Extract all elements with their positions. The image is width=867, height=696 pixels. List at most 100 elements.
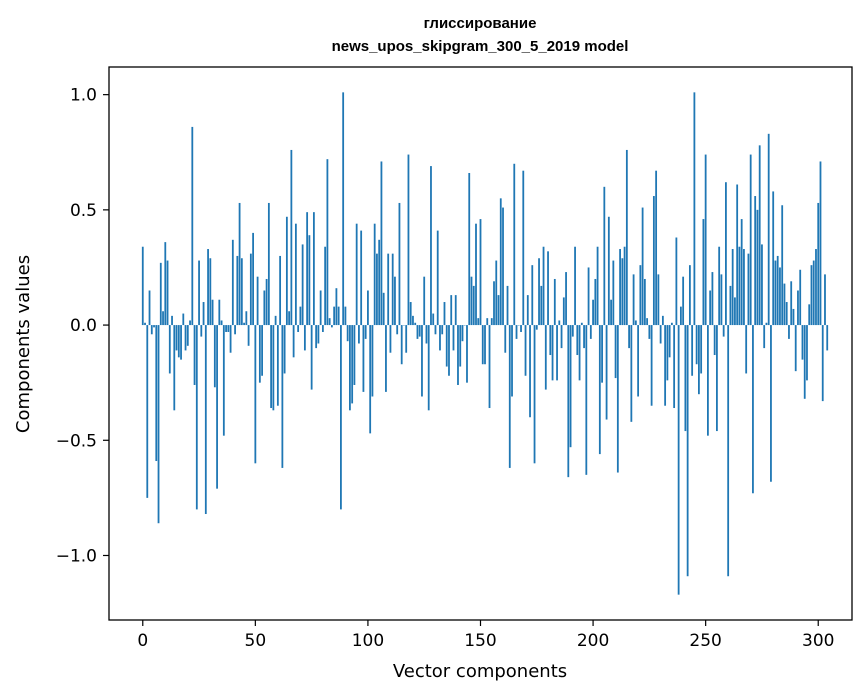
bar [533,325,536,464]
bar [754,196,757,326]
bar [481,325,484,365]
bar [538,258,540,326]
bar [227,325,230,332]
bar [788,325,790,339]
bar [159,262,162,326]
bar [288,311,291,326]
bar [785,302,788,326]
bar [711,272,714,326]
bar [790,281,793,326]
bar [736,184,739,326]
bar [803,325,806,399]
bar [673,325,676,409]
bar [585,325,588,475]
bar [367,290,369,326]
bar [285,216,288,326]
bar [468,172,471,326]
bar [806,325,808,381]
bar [551,325,554,381]
bar [623,246,626,326]
bar [335,288,338,326]
bar [747,253,750,326]
bar [398,202,401,326]
bar [774,260,777,326]
bar [749,154,752,326]
bar [360,230,363,326]
bar [511,325,513,397]
bar [272,325,275,411]
bar [396,325,399,335]
bar [752,325,754,494]
bar [254,325,257,464]
bar [409,302,412,326]
bar [189,320,191,326]
bar [416,325,419,339]
bar [792,308,795,326]
bar [574,246,576,326]
bar [544,325,547,390]
bar [263,290,266,326]
bar [592,299,594,326]
bar [535,325,538,330]
bar [225,325,227,332]
bar [448,325,450,376]
bar [490,318,493,326]
bar [231,239,234,326]
bar [247,325,250,346]
bar [821,325,824,402]
bar [646,318,649,326]
bar [421,325,423,397]
y-tick-label: −1.0 [56,546,97,566]
bar [229,325,232,353]
bar [522,170,525,326]
bar [625,149,628,326]
x-tick-label: 250 [689,631,721,651]
bar [601,325,603,383]
bar [643,278,646,326]
bar [315,325,318,349]
bars-group [141,92,829,595]
bar [290,149,293,326]
bar [524,325,527,376]
bar [691,325,694,376]
bar [346,325,349,342]
bar [294,223,297,326]
bar [603,186,606,326]
x-tick-label: 150 [464,631,496,651]
bar [177,325,180,358]
bar [479,219,482,326]
bar [652,196,655,326]
bar [488,325,491,409]
bar [193,325,196,385]
bar [815,249,817,326]
bar [333,306,336,326]
bar [400,325,403,365]
bar [666,325,669,381]
bar [562,297,565,326]
bar [236,255,239,326]
bar [549,325,552,356]
bar [576,325,579,356]
bar [702,219,705,326]
bar [675,237,678,326]
bar [734,297,736,326]
bar [493,281,495,326]
bar [578,325,581,381]
bar [713,325,716,356]
bar [180,325,182,360]
bar [256,276,259,326]
bar [175,325,178,351]
bar [200,325,203,337]
x-tick-label: 100 [352,631,384,651]
bar [445,325,448,367]
bar [486,318,489,326]
bar [529,325,531,418]
bar [499,198,502,326]
bar [727,325,730,577]
bar [826,325,829,351]
bar [679,306,682,326]
bar [418,325,421,337]
bar [245,311,248,326]
bar [144,322,146,326]
bar [391,253,394,326]
